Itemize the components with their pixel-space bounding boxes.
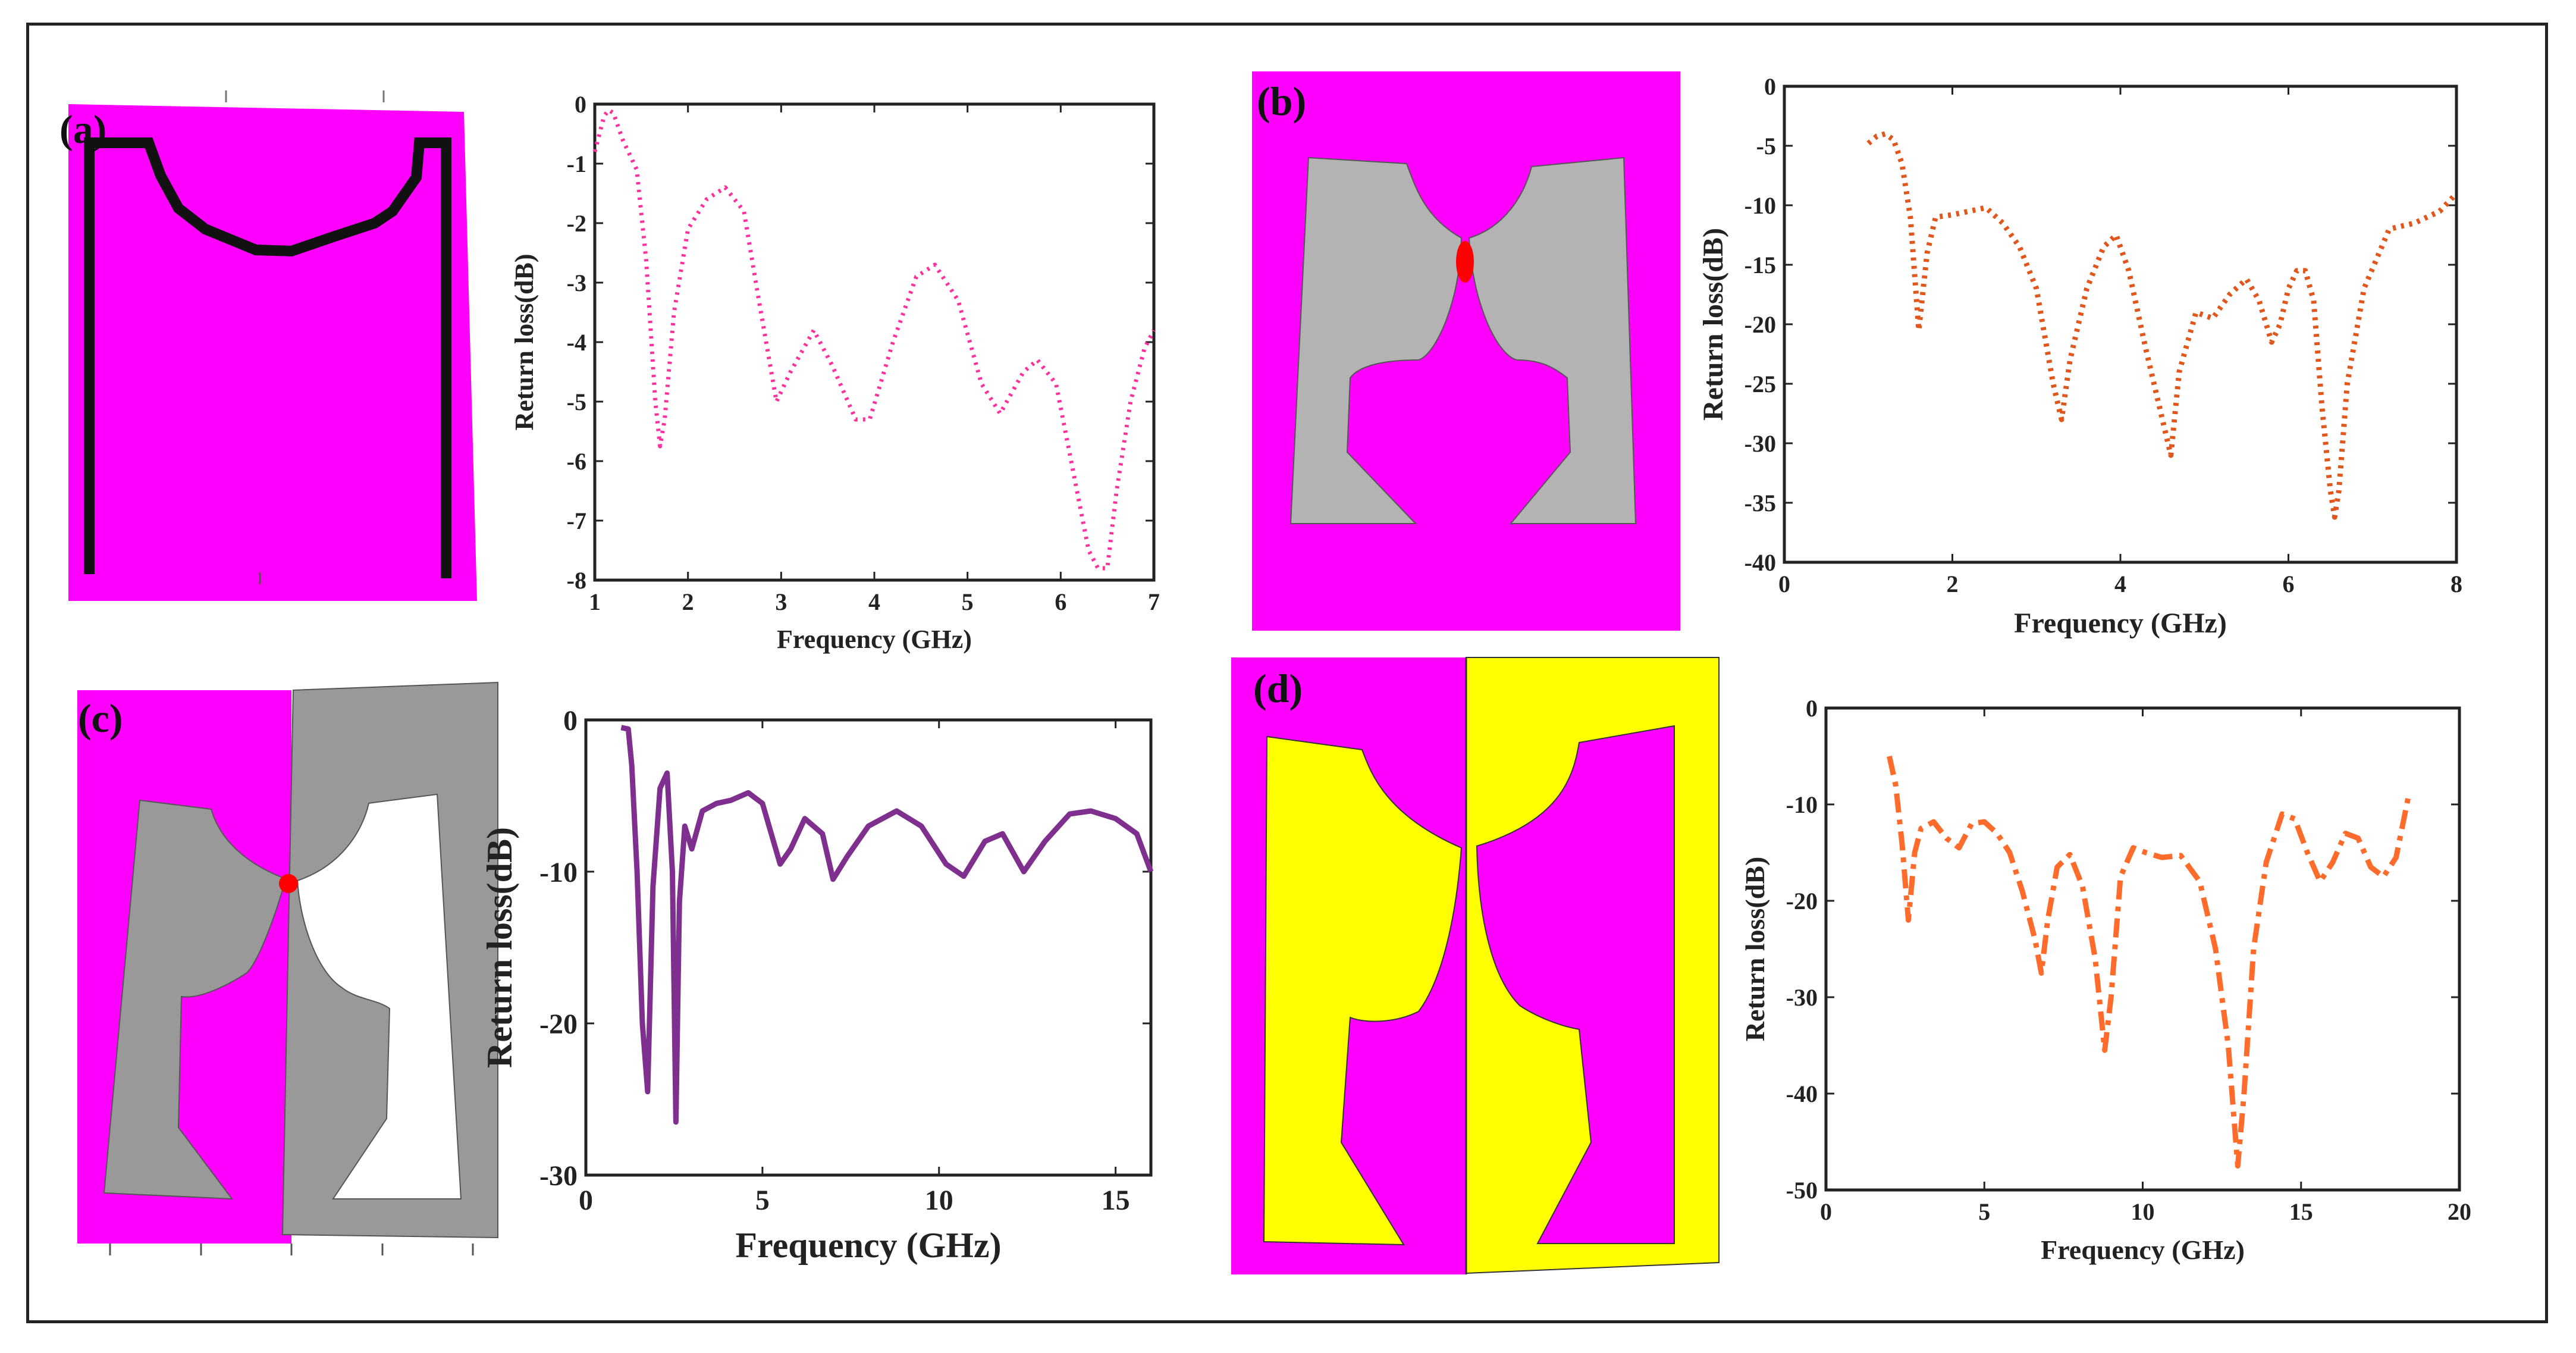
- y-tick-label: -5: [1756, 133, 1776, 159]
- x-tick-label: 5: [1978, 1198, 1990, 1225]
- x-tick-label: 15: [2289, 1198, 2313, 1225]
- x-tick-label: 20: [2448, 1198, 2471, 1225]
- y-tick-label: -30: [539, 1160, 578, 1192]
- plot-b-return-loss: 0 2 4 6 8 0 -5 -10 -15 -20 -25 -30 -35 -40 Frequency (…: [1698, 73, 2462, 639]
- y-tick-label: -15: [1744, 252, 1776, 278]
- x-axis-title: Frequency (GHz): [777, 625, 972, 654]
- y-tick-label: -30: [1786, 984, 1818, 1011]
- x-tick-label: 1: [589, 588, 601, 615]
- y-tick-label: -35: [1744, 490, 1776, 516]
- panel-label-b: (b): [1257, 79, 1306, 124]
- y-tick-label: -20: [1744, 311, 1776, 338]
- patch-left-yellow: [1263, 735, 1463, 1246]
- y-axis-title: Return loss(dB): [1698, 228, 1729, 421]
- antenna-a-diagram: (a): [59, 90, 477, 601]
- y-axis-title: Return loss(dB): [480, 827, 519, 1068]
- y-tick-label: 0: [563, 705, 578, 737]
- patch-left: [103, 799, 287, 1200]
- y-tick-label: -20: [1786, 888, 1818, 914]
- plot-frame: [1824, 706, 2461, 1192]
- figure-frame: [26, 23, 2548, 1323]
- x-tick-label: 5: [962, 588, 974, 615]
- patch-right: [1468, 156, 1637, 524]
- x-tick-label: 10: [925, 1185, 953, 1216]
- x-tick-label: 2: [682, 588, 694, 615]
- y-tick-label: -1: [567, 151, 586, 177]
- y-tick-label: -7: [567, 508, 586, 534]
- plot-c-return-loss: 0 5 10 15 0 -10 -20 -30 Frequency (GHz) Return lo…: [480, 705, 1154, 1265]
- y-tick-label: -3: [567, 270, 586, 296]
- plot-a-return-loss: 1 2 3 4 5 6 7 0 -1 -2 -3 -4 -5 -6 -7 -8 Frequency (GHz) R…: [510, 91, 1160, 654]
- x-axis-title: Frequency (GHz): [2041, 1235, 2245, 1265]
- plot-frame: [1783, 84, 2458, 564]
- plot-d-return-loss: 0 5 10 15 20 0 -10 -20 -30 -40 -50 Frequency (GHz) R…: [1740, 695, 2471, 1265]
- series-line: [620, 725, 1154, 1125]
- x-tick-label: 2: [1947, 571, 1959, 597]
- patch-right-white: [296, 793, 462, 1199]
- patch-left: [1289, 156, 1463, 524]
- y-tick-label: -10: [539, 857, 578, 888]
- antenna-trace: [84, 137, 451, 578]
- y-axis-title: Return loss(dB): [510, 253, 539, 430]
- antenna-d-diagram: (d): [1231, 657, 1720, 1274]
- y-tick-label: -50: [1786, 1177, 1818, 1204]
- y-tick-label: -10: [1744, 192, 1776, 219]
- feed-point: [1456, 241, 1474, 283]
- y-tick-label: -5: [567, 389, 586, 415]
- patch-right-magenta: [1476, 725, 1675, 1244]
- x-tick-label: 4: [2114, 571, 2126, 597]
- series-line: [1866, 131, 2459, 520]
- feed-point: [279, 874, 298, 893]
- y-tick-label: -20: [539, 1009, 578, 1040]
- x-axis-title: Frequency (GHz): [735, 1226, 1001, 1265]
- series-line: [592, 108, 1156, 571]
- y-tick-label: -30: [1744, 430, 1776, 457]
- x-tick-label: 0: [1778, 571, 1790, 597]
- x-tick-label: 15: [1102, 1185, 1130, 1216]
- series-line: [1887, 756, 2412, 1169]
- y-tick-label: -4: [567, 329, 586, 356]
- plot-frame: [593, 102, 1156, 582]
- x-tick-label: 3: [775, 588, 787, 615]
- antenna-c-diagram: (c): [77, 681, 498, 1255]
- x-tick-label: 0: [1820, 1198, 1832, 1225]
- x-axis-title: Frequency (GHz): [2014, 607, 2227, 639]
- x-tick-label: 6: [1055, 588, 1066, 615]
- x-tick-label: 10: [2131, 1198, 2155, 1225]
- y-tick-label: -8: [567, 567, 586, 594]
- y-tick-label: -25: [1744, 371, 1776, 397]
- x-tick-label: 6: [2283, 571, 2295, 597]
- x-tick-label: 4: [868, 588, 880, 615]
- y-axis-title: Return loss(dB): [1740, 857, 1770, 1042]
- panel-label-d: (d): [1253, 666, 1303, 711]
- antenna-b-diagram: (b): [1252, 71, 1680, 631]
- panel-label-c: (c): [78, 696, 123, 741]
- y-tick-label: 0: [1806, 695, 1818, 722]
- plot-frame: [584, 718, 1153, 1177]
- y-tick-label: -2: [567, 210, 586, 237]
- panel-label-a: (a): [59, 107, 106, 152]
- x-tick-label: 5: [755, 1185, 770, 1216]
- y-tick-label: -40: [1744, 549, 1776, 576]
- y-tick-label: 0: [575, 91, 586, 118]
- x-tick-label: 8: [2451, 571, 2462, 597]
- x-tick-label: 7: [1148, 588, 1160, 615]
- y-tick-label: -10: [1786, 791, 1818, 818]
- y-tick-label: -40: [1786, 1080, 1818, 1107]
- y-tick-label: -6: [567, 448, 586, 475]
- x-tick-label: 0: [579, 1185, 593, 1216]
- y-tick-label: 0: [1764, 73, 1776, 100]
